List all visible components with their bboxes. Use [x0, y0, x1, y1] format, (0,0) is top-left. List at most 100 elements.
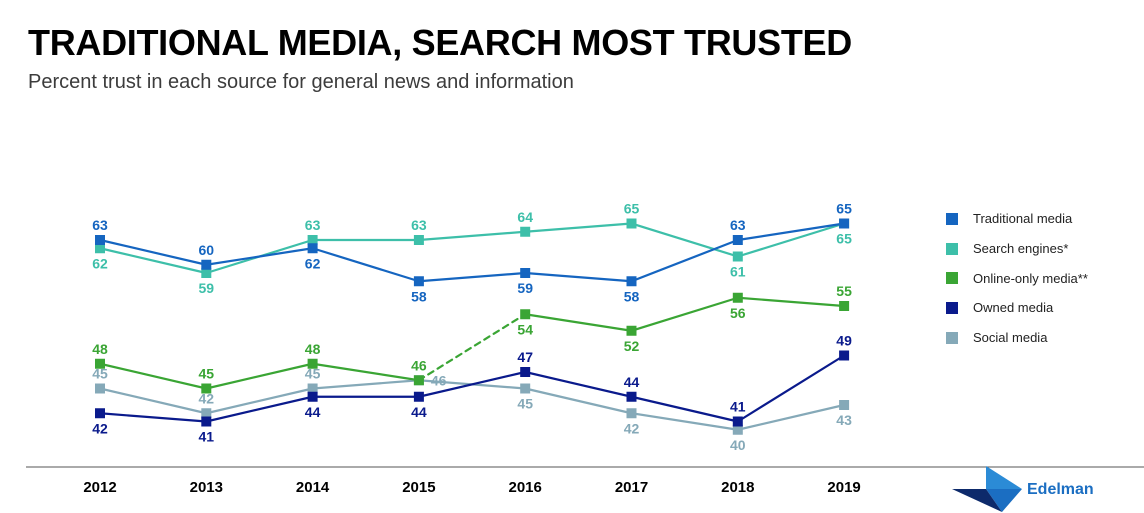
social-media-line-segment: [630, 412, 739, 431]
x-tick-label: 2019: [827, 479, 860, 496]
traditional-media-line-segment: [736, 222, 846, 242]
online-only-media-data-label: 56: [730, 305, 746, 321]
online-only-media-data-label: 46: [411, 357, 427, 373]
social-media-marker: [520, 383, 531, 394]
owned-media-marker: [732, 416, 743, 427]
online-only-media-line-segment: [524, 313, 633, 332]
traditional-media-data-label: 63: [730, 217, 746, 233]
social-media-marker: [732, 424, 743, 435]
online-only-media-marker: [839, 301, 850, 311]
search-engines-marker: [201, 268, 212, 278]
traditional-media-line-segment: [205, 247, 314, 266]
online-only-media-marker: [95, 358, 105, 369]
online-only-media-data-label: 45: [199, 366, 215, 382]
online-only-media-line-segment: [98, 362, 208, 390]
search-engines-marker: [413, 235, 424, 245]
search-engines-data-label: 64: [517, 209, 533, 225]
search-engines-data-label: 61: [730, 264, 746, 280]
traditional-media-line-segment: [630, 238, 739, 283]
logo-shape-dark: [952, 489, 1002, 512]
search-engines-data-label: 63: [411, 217, 427, 233]
social-media-data-label: 46: [431, 372, 447, 388]
owned-media-marker: [413, 391, 424, 402]
traditional-media-marker: [95, 235, 105, 245]
search-engines-line-segment: [98, 247, 208, 275]
online-only-media-marker: [626, 325, 637, 336]
legend-item-social-media: Social media: [946, 323, 1088, 353]
traditional-media-marker: [732, 235, 743, 245]
traditional-media-marker: [839, 218, 850, 229]
legend-item-owned-media: Owned media: [946, 293, 1088, 323]
legend-item-search-engines: Search engines*: [946, 234, 1088, 264]
search-engines-line-segment: [524, 222, 633, 233]
online-only-media-line-segment: [311, 362, 420, 382]
social-media-line-segment: [98, 387, 208, 415]
owned-media-marker: [626, 391, 637, 402]
traditional-media-data-label: 59: [517, 280, 533, 296]
chart-title: TRADITIONAL MEDIA, SEARCH MOST TRUSTED: [28, 22, 852, 63]
x-axis-tick-labels: 2012 2013 2014 2015 2016 2017 2018 2019: [83, 479, 860, 496]
search-engines-data-label: 59: [199, 280, 215, 296]
series-lines: [98, 222, 846, 431]
legend-swatch: [946, 212, 958, 225]
search-engines-data-label: 65: [836, 231, 852, 247]
online-only-media-line-segment: [630, 296, 739, 332]
traditional-media-data-label: 60: [199, 242, 215, 258]
traditional-media-marker: [520, 268, 531, 278]
search-engines-marker: [626, 218, 637, 229]
legend-item-traditional-media: Traditional media: [946, 204, 1088, 234]
search-engines-marker: [95, 243, 105, 254]
online-only-media-line-segment: [417, 313, 527, 382]
social-media-data-label: 45: [305, 366, 321, 382]
online-only-media-data-label: 52: [624, 338, 640, 354]
search-engines-line-segment: [630, 222, 739, 258]
owned-media-data-label: 49: [836, 333, 852, 349]
owned-media-line-segment: [630, 395, 739, 423]
social-media-marker: [201, 408, 212, 419]
social-media-line-segment: [205, 387, 314, 415]
owned-media-data-label: 42: [92, 420, 108, 436]
x-tick-label: 2012: [83, 479, 116, 496]
social-media-data-label: 45: [517, 396, 533, 412]
owned-media-marker: [520, 367, 531, 377]
x-tick-label: 2014: [296, 479, 330, 496]
social-media-marker: [626, 408, 637, 419]
social-media-line-segment: [736, 403, 846, 431]
legend-swatch: [946, 331, 958, 344]
owned-media-data-label: 44: [305, 404, 321, 420]
social-media-data-label: 40: [730, 437, 746, 453]
logo-shape-mid: [986, 489, 1022, 512]
traditional-media-data-label: 63: [92, 217, 108, 233]
search-engines-line-segment: [417, 230, 527, 242]
edelman-logo: Edelman: [952, 466, 1127, 512]
search-engines-marker: [307, 235, 318, 245]
search-engines-data-label: 62: [92, 255, 108, 271]
data-labels: 45 42 45 46 45 42 40 43 42 41 44 44 47 44 41 49 48 45 48 46…: [92, 201, 852, 453]
online-only-media-marker: [413, 375, 424, 386]
traditional-media-data-label: 58: [411, 288, 427, 304]
owned-media-marker: [307, 391, 318, 402]
legend-swatch: [946, 272, 958, 285]
owned-media-marker: [95, 408, 105, 419]
online-only-media-data-label: 54: [517, 321, 533, 337]
search-engines-marker: [520, 226, 531, 237]
traditional-media-line-segment: [417, 271, 527, 283]
traditional-media-data-label: 62: [305, 255, 321, 271]
owned-media-data-label: 44: [411, 404, 427, 420]
edelman-logo-mark: [952, 466, 1022, 512]
social-media-marker: [95, 383, 105, 394]
online-only-media-data-label: 48: [92, 341, 108, 357]
x-tick-label: 2013: [190, 479, 223, 496]
online-only-media-marker: [307, 358, 318, 369]
traditional-media-marker: [307, 243, 318, 254]
edelman-logo-text: Edelman: [1027, 481, 1094, 498]
chart-subtitle: Percent trust in each source for general…: [28, 71, 574, 93]
online-only-media-marker: [201, 383, 212, 394]
legend-label: Search engines*: [973, 241, 1069, 257]
social-media-data-label: 42: [624, 420, 640, 436]
traditional-media-data-label: 65: [836, 201, 852, 217]
owned-media-marker: [839, 350, 850, 361]
traditional-media-marker: [413, 276, 424, 287]
legend-label: Traditional media: [973, 211, 1073, 227]
